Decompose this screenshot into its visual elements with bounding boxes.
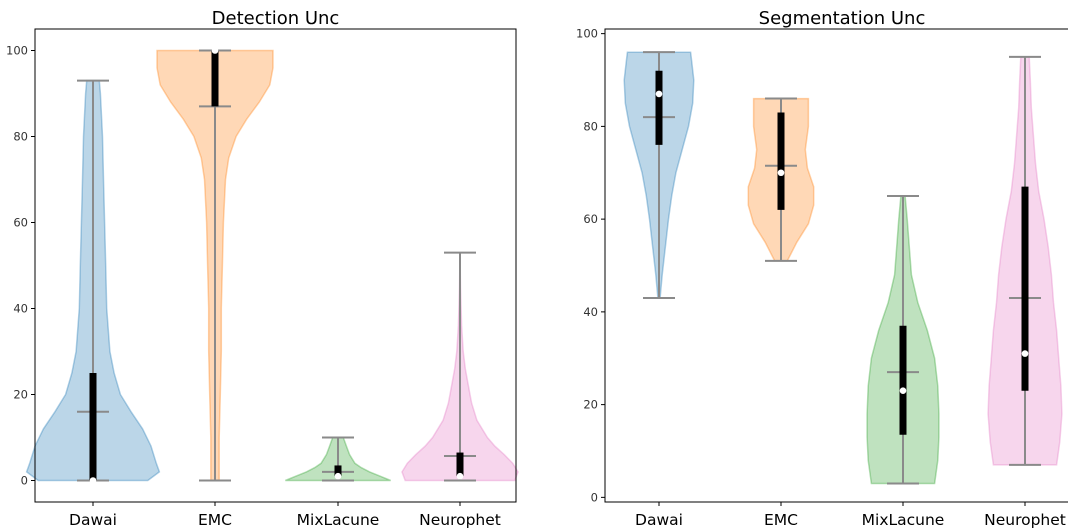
plot-area — [623, 51, 1063, 485]
x-tick-label: Neurophet — [419, 511, 501, 529]
chart-title: Segmentation Unc — [759, 8, 926, 29]
violin-median-dot — [89, 477, 97, 484]
x-tick-label: Dawai — [69, 511, 117, 529]
violin-median-dot — [777, 169, 785, 177]
chart-title: Detection Unc — [212, 8, 340, 29]
y-axis: 0 20 40 60 80 100 — [576, 27, 605, 504]
axes-frame — [34, 28, 517, 503]
y-tick-label: 100 — [6, 44, 28, 58]
violin-median-dot — [456, 472, 464, 480]
violin-median-dot — [1021, 350, 1029, 357]
x-tick-label: Dawai — [635, 511, 683, 529]
x-axis: Dawai EMC MixLacune Neurophet — [69, 502, 501, 529]
y-tick-label: 80 — [13, 130, 28, 144]
x-tick-label: MixLacune — [297, 511, 380, 529]
y-axis: 0 20 40 60 80 100 — [6, 44, 35, 488]
detection-unc-panel: Detection Unc 0 20 40 60 80 100 Dawai EMC MixLa… — [6, 8, 519, 529]
axes-frame — [604, 28, 1068, 503]
violin-median-dot — [655, 90, 663, 98]
x-tick-label: MixLacune — [862, 511, 945, 529]
y-tick-label: 80 — [583, 119, 598, 133]
x-tick-label: EMC — [764, 511, 798, 529]
violin-median-dot — [334, 472, 342, 480]
violin-median-dot — [211, 47, 219, 54]
y-tick-label: 40 — [583, 305, 598, 319]
segmentation-unc-panel: Segmentation Unc 0 20 40 60 80 100 Dawai EMC Mi… — [576, 8, 1068, 529]
y-tick-label: 100 — [576, 27, 598, 41]
y-tick-label: 20 — [583, 398, 598, 412]
y-tick-label: 0 — [21, 474, 28, 488]
y-tick-label: 20 — [13, 388, 28, 402]
y-tick-label: 0 — [591, 490, 598, 504]
y-tick-label: 40 — [13, 302, 28, 316]
plot-area — [25, 47, 519, 484]
x-axis: Dawai EMC MixLacune Neurophet — [635, 502, 1066, 529]
violin-median-dot — [899, 387, 907, 395]
y-tick-label: 60 — [13, 216, 28, 230]
x-tick-label: EMC — [198, 511, 232, 529]
x-tick-label: Neurophet — [984, 511, 1066, 529]
y-tick-label: 60 — [583, 212, 598, 226]
